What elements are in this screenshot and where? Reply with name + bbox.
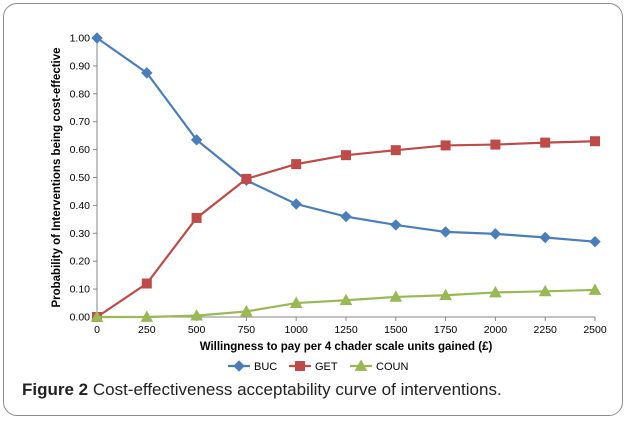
data-point-buc — [141, 67, 153, 79]
x-axis-title: Willingness to pay per 4 chader scale un… — [200, 341, 493, 353]
data-point-coun — [140, 310, 154, 322]
data-point-get — [390, 145, 401, 156]
x-tick-label: 1750 — [434, 324, 458, 336]
data-point-buc — [589, 235, 601, 248]
data-point-coun — [90, 310, 104, 322]
data-point-buc — [390, 219, 402, 231]
y-tick-label: 1.00 — [70, 33, 91, 45]
data-point-coun — [240, 304, 253, 317]
data-point-coun — [538, 284, 552, 297]
data-point-coun — [389, 290, 403, 302]
data-point-buc — [489, 228, 502, 240]
y-tick-label: 0.70 — [70, 116, 91, 128]
legend-item-get: GET — [289, 361, 338, 373]
series-buc — [91, 32, 601, 248]
figure-caption: Figure 2 Cost-effectiveness acceptabilit… — [22, 380, 502, 400]
x-tick-label: 500 — [188, 324, 206, 336]
y-tick-label: 0.10 — [70, 284, 91, 296]
legend-marker-buc — [233, 360, 245, 372]
y-tick-label: 0.40 — [70, 200, 91, 212]
x-tick-label: 2500 — [583, 324, 607, 336]
data-point-get — [241, 173, 252, 184]
data-point-get — [291, 159, 302, 170]
data-point-coun — [339, 293, 353, 306]
data-point-coun — [489, 285, 502, 298]
y-tick-label: 0.80 — [70, 88, 91, 100]
x-tick-label: 0 — [94, 324, 100, 336]
data-point-get — [490, 139, 501, 150]
legend-item-coun: COUN — [350, 359, 408, 373]
series-layer — [90, 32, 602, 322]
x-tick-label: 1250 — [334, 324, 358, 336]
x-tick-label: 250 — [138, 324, 156, 336]
data-point-get — [341, 150, 351, 161]
legend: BUC GET COUN — [228, 359, 408, 373]
legend-label-buc: BUC — [254, 361, 277, 373]
legend-label-get: GET — [315, 361, 338, 373]
data-point-buc — [190, 134, 203, 146]
series-get — [92, 136, 600, 322]
data-point-buc — [340, 210, 352, 223]
x-tick-label: 2000 — [484, 324, 508, 336]
x-tick-label: 2250 — [534, 324, 558, 336]
series-coun — [90, 283, 602, 322]
figure-frame — [3, 3, 623, 416]
y-axis-title: Probability of Interventions being cost-… — [51, 47, 63, 307]
data-point-buc — [439, 226, 452, 238]
y-tick-label: 0.90 — [70, 60, 91, 72]
data-point-get — [540, 137, 551, 148]
legend-item-buc: BUC — [228, 360, 277, 373]
data-point-coun — [289, 296, 303, 308]
y-tick-label: 0.30 — [70, 228, 91, 240]
data-point-coun — [190, 309, 203, 321]
data-point-coun — [439, 288, 452, 301]
data-point-buc — [91, 32, 103, 44]
y-tick-label: 0.60 — [70, 144, 91, 156]
data-point-get — [440, 140, 451, 151]
series-line-get — [96, 140, 596, 318]
data-point-buc — [290, 198, 302, 210]
x-tick-label: 1500 — [384, 324, 408, 336]
x-tick-label: 1000 — [285, 324, 309, 336]
y-tick-label: 0.50 — [70, 172, 91, 184]
legend-marker-get — [295, 361, 305, 371]
data-point-get — [141, 278, 152, 289]
y-tick-label: 0.00 — [70, 312, 91, 324]
figure-label: Figure 2 — [22, 380, 89, 399]
data-point-get — [191, 212, 202, 223]
data-point-buc — [539, 231, 551, 244]
caption-text: Cost-effectiveness acceptability curve o… — [88, 380, 502, 399]
legend-marker-coun — [354, 359, 368, 371]
data-point-get — [590, 136, 600, 147]
x-tick-label: 750 — [238, 324, 256, 336]
legend-label-coun: COUN — [376, 361, 408, 373]
data-point-coun — [588, 283, 602, 295]
y-tick-label: 0.20 — [70, 256, 91, 268]
